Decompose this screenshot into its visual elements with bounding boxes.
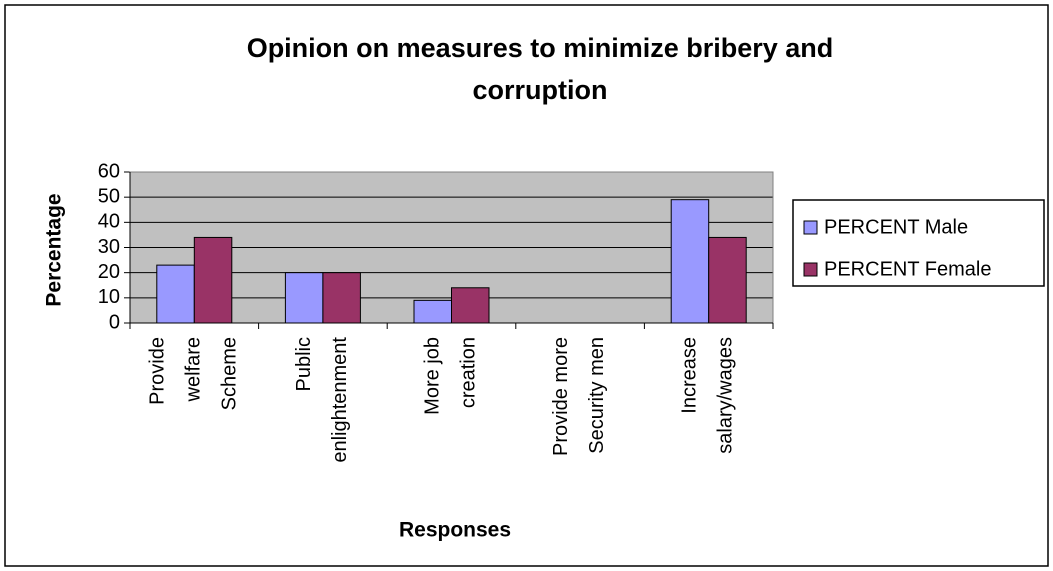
x-tick-label: Provide more Security men (550, 337, 608, 456)
x-tick-label: Public enlightenment (293, 337, 351, 463)
legend-swatch (803, 220, 818, 235)
x-axis-title: Responses (399, 519, 511, 542)
bar (413, 299, 452, 324)
legend-label: PERCENT Female (824, 258, 991, 280)
bar (670, 199, 710, 324)
y-tick-label: 40 (98, 211, 120, 233)
legend-label: PERCENT Male (824, 216, 968, 238)
y-tick-label: 30 (98, 236, 120, 258)
bar (284, 272, 324, 324)
bar (708, 236, 747, 324)
y-tick-label: 60 (98, 160, 120, 182)
y-axis-title: Percentage (43, 193, 66, 306)
chart-title: Opinion on measures to minimize bribery … (247, 33, 834, 105)
bar (156, 264, 195, 324)
y-tick-label: 20 (98, 261, 120, 283)
legend-box (792, 199, 1045, 287)
y-tick-label: 0 (109, 311, 120, 333)
y-tick-label: 50 (98, 185, 120, 207)
x-tick-label: More job creation (422, 337, 480, 415)
legend-swatch (803, 262, 818, 277)
bar (451, 287, 490, 324)
bar (193, 236, 233, 324)
x-tick-label: Provide welfare Scheme (147, 337, 241, 410)
x-tick-label: Increase salary/wages (679, 337, 737, 454)
bar (322, 272, 361, 324)
y-tick-label: 10 (98, 286, 120, 308)
